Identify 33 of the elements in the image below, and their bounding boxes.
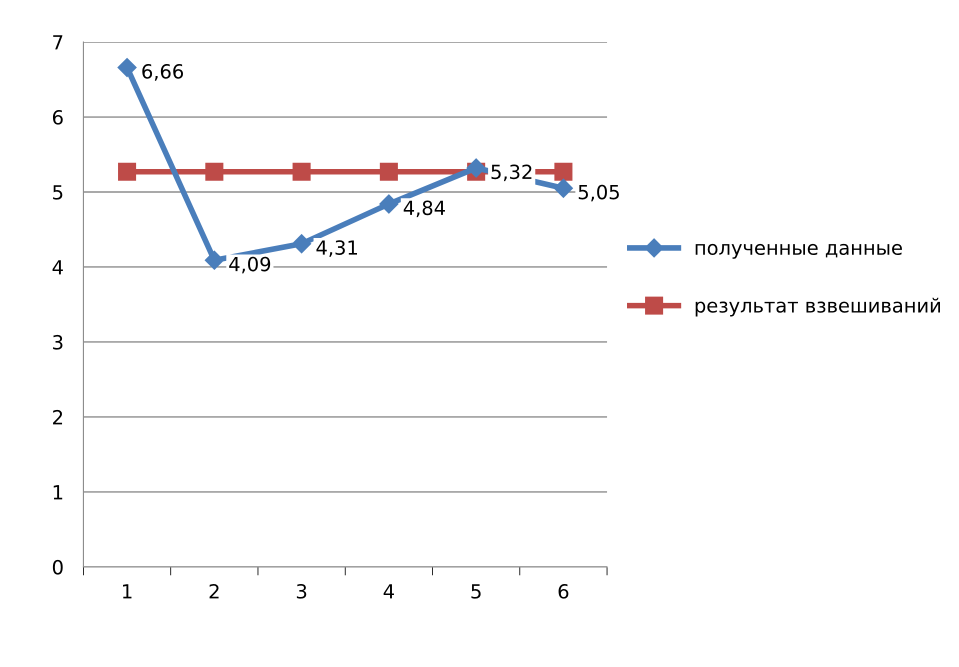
point xyxy=(204,250,224,270)
point xyxy=(466,158,486,178)
x-tick-label: 2 xyxy=(210,584,219,598)
point xyxy=(292,162,311,181)
data-label: 6,66 xyxy=(142,64,184,81)
point xyxy=(379,194,398,214)
y-tick-label: 2 xyxy=(53,410,62,424)
data-label: 5,32 xyxy=(492,164,532,182)
y-tick-label: 7 xyxy=(53,35,62,50)
y-tick-label: 1 xyxy=(54,485,62,500)
y-tick-label: 6 xyxy=(52,110,63,125)
legend-label: результат взвешиваний xyxy=(696,298,940,316)
point xyxy=(205,162,224,181)
data-label: 4,09 xyxy=(229,256,270,274)
y-tick-label: 4 xyxy=(52,260,63,274)
x-tick-label: 3 xyxy=(296,584,306,599)
x-tick-label: 4 xyxy=(384,584,394,598)
data-label: 4,31 xyxy=(316,240,357,257)
x-tick-label: 1 xyxy=(123,584,132,598)
point xyxy=(380,162,398,181)
legend-label: полученные данные xyxy=(696,244,902,259)
data-label: 4,84 xyxy=(404,200,445,218)
point xyxy=(554,162,572,181)
point xyxy=(554,178,573,198)
point xyxy=(292,234,312,254)
y-tick-label: 5 xyxy=(53,185,62,200)
point xyxy=(118,58,137,78)
x-tick-label: 5 xyxy=(471,584,481,599)
y-tick-label: 3 xyxy=(53,334,62,350)
data-label: 5,05 xyxy=(578,184,619,202)
y-tick-label: 0 xyxy=(52,560,63,575)
x-tick-label: 6 xyxy=(558,584,568,599)
point xyxy=(118,162,136,181)
